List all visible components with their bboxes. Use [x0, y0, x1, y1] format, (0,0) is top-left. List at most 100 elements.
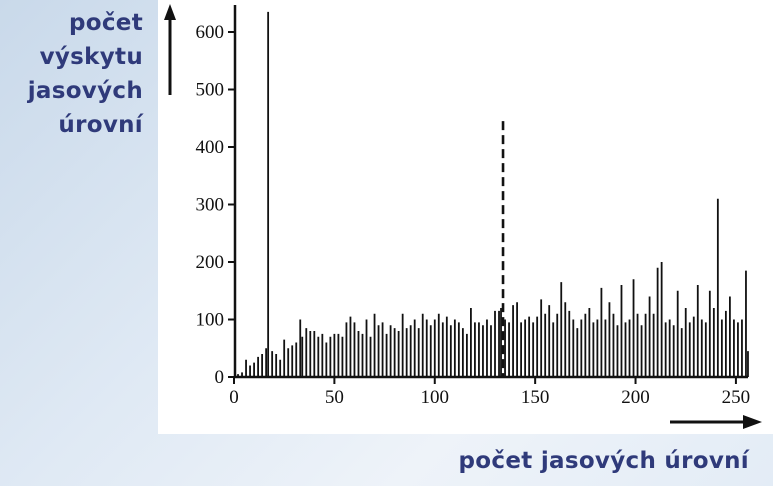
x-tick-label: 150: [521, 387, 550, 408]
histogram-bar: [321, 333, 324, 378]
histogram-bar: [733, 319, 735, 377]
y-axis-title-line: jasových: [27, 78, 143, 104]
histogram-bar: [337, 333, 340, 378]
y-ticks: 0 100 200 300 400 500 600: [196, 22, 235, 388]
histogram-bar: [373, 313, 376, 377]
histogram-bar: [616, 325, 619, 377]
histogram-bar: [692, 316, 695, 378]
x-axis-arrowhead: [743, 415, 762, 429]
y-axis-title-line: počet: [69, 10, 143, 36]
histogram-bar: [369, 336, 372, 377]
histogram-bar: [417, 328, 420, 378]
histogram-bar: [512, 305, 514, 378]
histogram-bar: [271, 351, 274, 378]
histogram-bar: [357, 331, 360, 377]
histogram-bar: [457, 322, 460, 378]
histogram-bar: [556, 313, 559, 377]
histogram-bar: [720, 319, 723, 377]
histogram-bar: [724, 310, 727, 378]
histogram-bar: [470, 308, 472, 377]
y-tick-label: 600: [196, 22, 225, 43]
histogram-bar: [612, 313, 615, 377]
histogram-bar: [696, 285, 699, 377]
histogram-bar: [237, 374, 239, 378]
histogram-bar: [498, 310, 500, 378]
histogram-bar: [478, 322, 480, 378]
histogram-bar: [494, 310, 496, 378]
axes: [164, 4, 762, 429]
histogram-bar: [564, 302, 567, 377]
histogram-bar: [305, 328, 308, 378]
histogram-bar: [445, 316, 448, 378]
x-tick-label: 0: [229, 387, 239, 408]
histogram-bar: [345, 322, 348, 378]
histogram-bar: [333, 333, 336, 378]
histogram-bar: [568, 310, 571, 378]
histogram-bar: [437, 313, 440, 377]
y-axis-arrowhead: [164, 4, 176, 20]
histogram-bar: [482, 325, 484, 377]
histogram-bar: [592, 322, 595, 378]
histogram-bar: [249, 365, 251, 377]
histogram-bar: [389, 325, 392, 377]
histogram-bar: [365, 319, 368, 377]
histogram-bar: [301, 336, 304, 377]
histogram-bar: [608, 302, 611, 377]
histogram-bar: [708, 290, 711, 377]
histogram-bar: [716, 198, 719, 377]
histogram-bar: [291, 345, 294, 378]
histogram-bar: [520, 322, 522, 378]
histogram-bar: [317, 336, 320, 377]
y-tick-label: 200: [196, 252, 225, 273]
x-tick-label: 50: [325, 387, 344, 408]
histogram-bar: [295, 342, 298, 377]
histogram-bar: [453, 319, 456, 377]
histogram-bar: [516, 302, 518, 377]
histogram-bar: [433, 319, 436, 377]
histogram-bar: [680, 328, 683, 378]
histogram-bar: [329, 336, 332, 377]
histogram-bar: [688, 322, 691, 378]
histogram-bar: [676, 290, 679, 377]
histogram-bar: [640, 325, 643, 377]
histogram-bar: [508, 322, 510, 378]
histogram-bar: [349, 316, 352, 378]
x-tick-label: 200: [621, 387, 650, 408]
y-tick-label: 0: [215, 367, 225, 388]
histogram-bar: [576, 328, 579, 378]
histogram-bar: [628, 319, 631, 377]
x-axis-title: počet jasových úrovní: [458, 448, 749, 474]
x-tick-label: 100: [421, 387, 450, 408]
histogram-bar: [405, 328, 408, 378]
histogram-bar: [377, 325, 380, 377]
histogram-bar: [712, 308, 715, 377]
histogram-bar: [741, 319, 743, 377]
histogram-chart: 0 100 200 300 400 500 600 0 50 100 150 200 250: [164, 4, 762, 429]
histogram-bar: [425, 319, 428, 377]
histogram-bar: [544, 313, 547, 377]
histogram-bar: [620, 285, 623, 377]
histogram-bar: [648, 296, 651, 377]
histogram-bar: [241, 372, 243, 377]
histogram-bar: [668, 319, 671, 377]
histogram-bar: [253, 362, 255, 378]
histogram-bar: [257, 356, 259, 378]
histogram-bar: [279, 359, 282, 377]
histogram-bar: [532, 322, 535, 378]
histogram-bar: [397, 331, 400, 377]
histogram-bar: [660, 262, 663, 377]
histogram-bar: [413, 319, 416, 377]
histogram-bar: [729, 296, 731, 377]
histogram-bar: [309, 331, 312, 377]
histogram-bar: [353, 322, 356, 378]
histogram-bar: [747, 351, 749, 378]
histogram-bar: [287, 348, 290, 377]
histogram-bar: [245, 359, 247, 377]
histogram-bar: [409, 325, 412, 377]
histogram-bar: [548, 305, 551, 378]
histogram-bar: [381, 322, 384, 378]
chart-panel: 0 100 200 300 400 500 600 0 50 100 150 200 250: [158, 0, 773, 434]
histogram-bar: [652, 313, 655, 377]
x-tick-label: 250: [722, 387, 751, 408]
histogram-bar: [504, 319, 506, 377]
